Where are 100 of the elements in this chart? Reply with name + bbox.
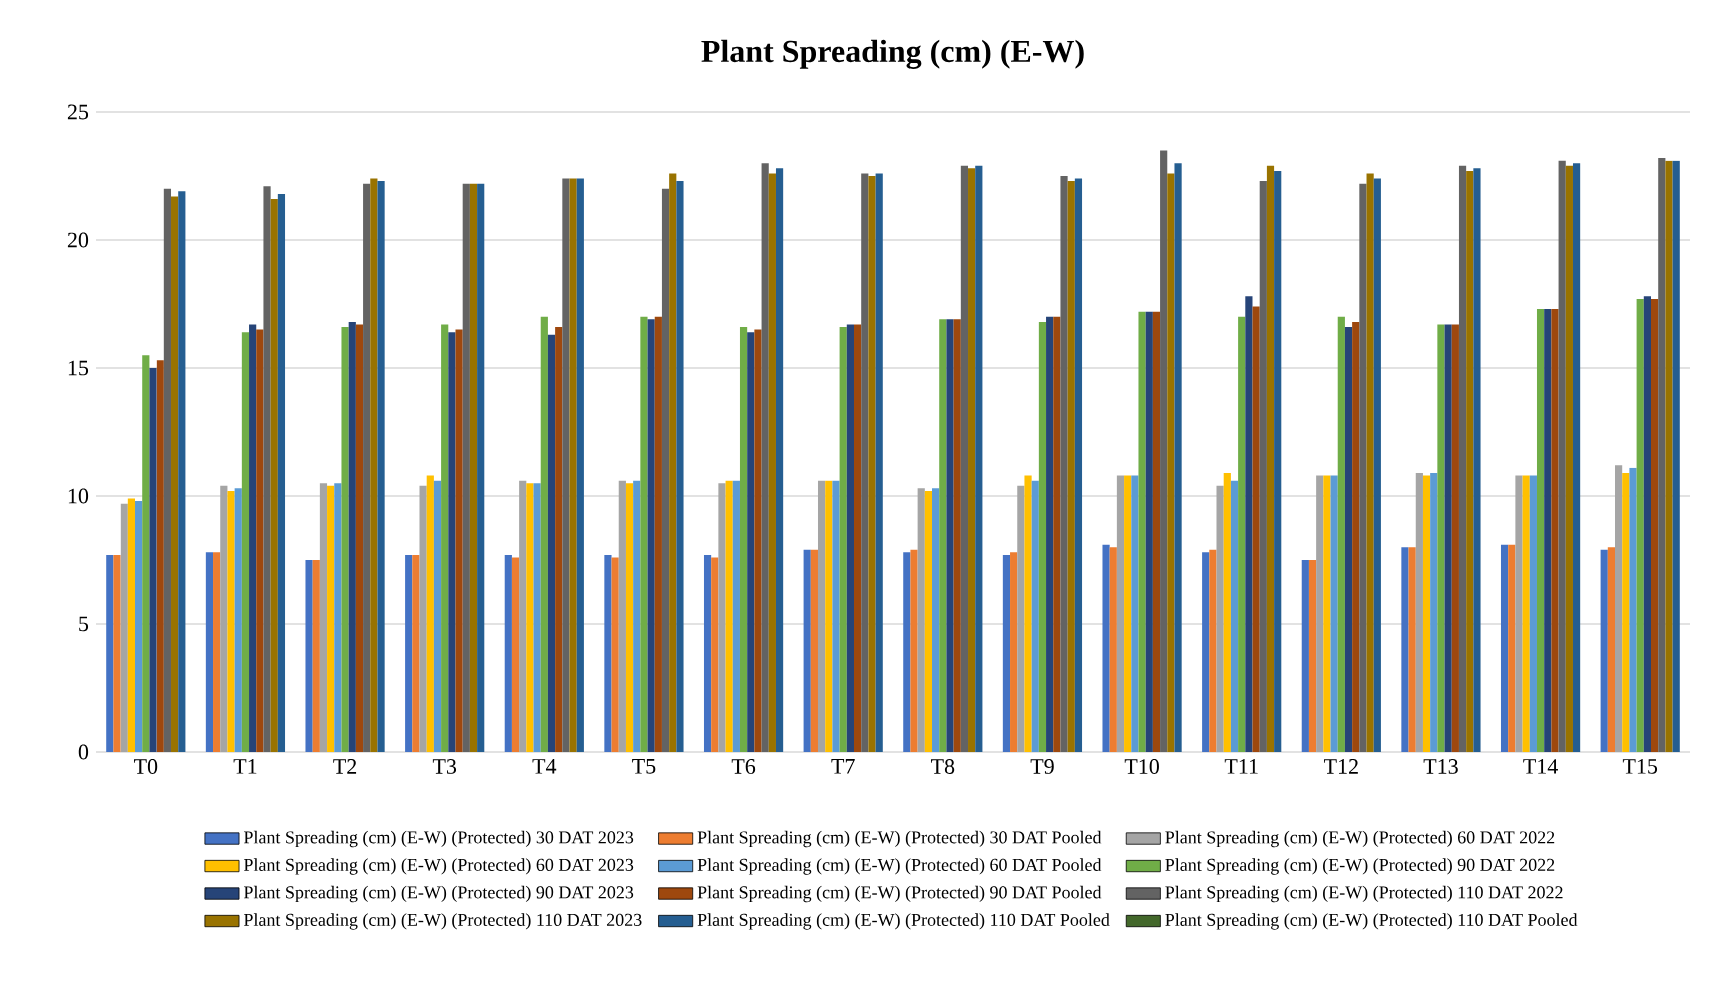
bar — [355, 324, 364, 752]
x-tick-label: T0 — [134, 759, 158, 774]
bar — [1636, 298, 1644, 752]
bar — [910, 549, 918, 752]
bar — [519, 480, 527, 752]
bar — [241, 332, 250, 752]
bar — [448, 332, 456, 752]
bar — [917, 488, 925, 752]
bar — [975, 165, 983, 752]
bar — [1544, 309, 1552, 752]
x-tick-label: T9 — [1030, 759, 1054, 774]
bar — [803, 549, 811, 752]
bar — [149, 368, 157, 752]
bar — [477, 183, 485, 752]
bar — [1651, 298, 1659, 752]
bar — [846, 324, 854, 752]
legend-label: Plant Spreading (cm) (E-W) (Protected) 30 DAT 2023 — [243, 830, 634, 848]
bar — [747, 332, 755, 752]
bar — [832, 480, 840, 752]
y-tick-label: 10 — [68, 488, 89, 504]
bar — [1359, 183, 1367, 752]
bar — [618, 480, 626, 752]
bar — [732, 480, 740, 752]
bar — [1266, 165, 1275, 752]
bar — [1401, 547, 1409, 752]
bar — [142, 355, 150, 752]
bar — [127, 498, 136, 752]
bar — [327, 485, 335, 752]
bar — [604, 554, 612, 752]
x-tick-label: T5 — [632, 759, 656, 774]
bar — [711, 557, 719, 752]
bar — [270, 199, 278, 752]
legend-label: Plant Spreading (cm) (E-W) (Protected) 110 DAT 2022 — [1165, 885, 1563, 903]
bar — [768, 173, 776, 752]
x-tick-label: T15 — [1622, 759, 1658, 774]
bar — [640, 316, 648, 752]
bar — [547, 334, 556, 752]
bar — [1565, 165, 1573, 752]
bar — [1323, 475, 1331, 752]
bar — [1145, 311, 1153, 752]
bar — [1245, 296, 1253, 752]
bar — [1551, 309, 1559, 752]
x-tick-label: T3 — [432, 759, 457, 774]
bar — [960, 165, 969, 752]
bar — [1536, 309, 1545, 752]
bar — [1500, 544, 1509, 752]
bar — [412, 554, 420, 752]
x-tick-label: T2 — [333, 759, 357, 774]
bar — [106, 554, 114, 752]
bar — [1529, 475, 1537, 752]
bar — [441, 324, 449, 752]
bar — [569, 178, 577, 752]
bar — [163, 188, 172, 752]
bar — [1352, 321, 1360, 752]
bar — [433, 480, 442, 752]
chart-title: Plant Spreading (cm) (E-W) — [701, 39, 1084, 69]
x-tick-label: T4 — [532, 759, 557, 774]
bar — [426, 475, 434, 752]
y-tick-label: 5 — [79, 616, 89, 632]
bar — [555, 327, 563, 752]
legend-label: Plant Spreading (cm) (E-W) (Protected) 90 DAT Pooled — [697, 885, 1102, 903]
bar — [1337, 316, 1345, 752]
bar — [220, 485, 228, 752]
bar — [526, 483, 534, 752]
bar — [1274, 170, 1282, 752]
bar — [647, 319, 655, 752]
bar — [825, 480, 833, 752]
bar — [1301, 560, 1309, 752]
bar — [1437, 324, 1445, 752]
bar — [1010, 552, 1018, 752]
bar — [1259, 181, 1267, 752]
x-tick-label: T8 — [931, 759, 955, 774]
bar — [1330, 475, 1338, 752]
bar — [1223, 472, 1231, 752]
bar — [277, 193, 286, 752]
x-tick-label: T14 — [1523, 759, 1558, 774]
bar — [405, 554, 413, 752]
bar — [205, 552, 214, 752]
bar — [312, 560, 320, 752]
bar — [1174, 163, 1182, 752]
bar — [633, 480, 641, 752]
bar — [377, 181, 385, 752]
bar — [953, 319, 961, 752]
bar — [1522, 475, 1530, 752]
bar — [462, 183, 470, 752]
bar — [1316, 475, 1324, 752]
bar — [1458, 165, 1467, 752]
bar — [341, 327, 349, 752]
bar — [1038, 321, 1047, 752]
bar — [511, 557, 520, 752]
y-tick-label: 0 — [78, 744, 89, 760]
bar — [263, 186, 271, 752]
legend-label: Plant Spreading (cm) (E-W) (Protected) 110 DAT Pooled — [697, 913, 1110, 930]
bar — [1615, 465, 1623, 752]
bar — [703, 554, 712, 752]
bar — [1252, 306, 1260, 752]
bar — [171, 196, 179, 752]
bar — [1053, 316, 1061, 752]
bar — [1109, 547, 1117, 752]
bar — [156, 360, 164, 752]
